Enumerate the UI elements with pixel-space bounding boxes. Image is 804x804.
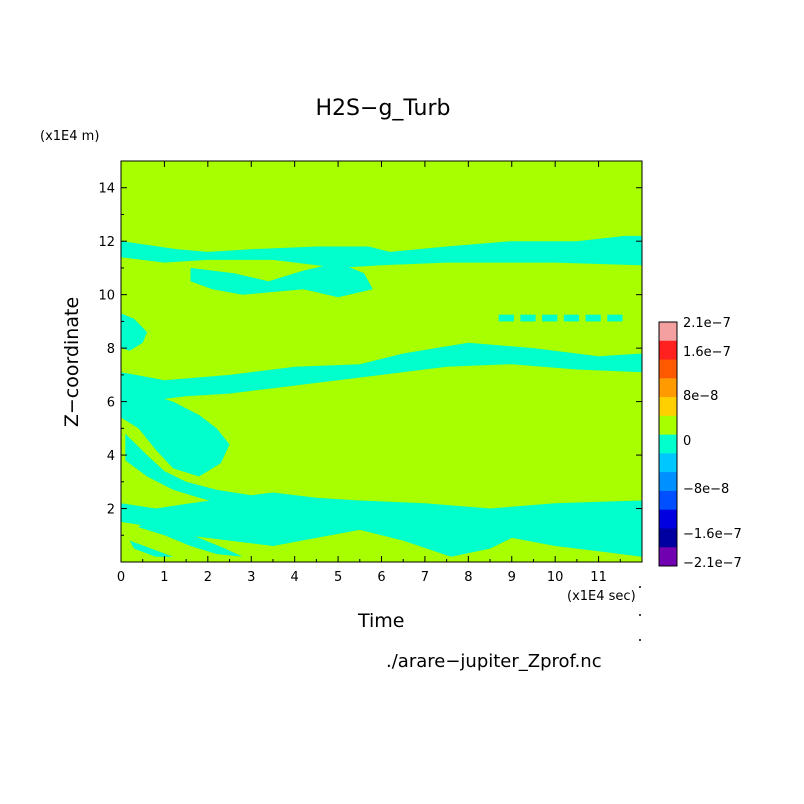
- x-tick-label: 9: [508, 570, 516, 585]
- colorbar-label: 2.1e−7: [683, 316, 731, 331]
- chart-title: H2S−g_Turb: [315, 96, 451, 121]
- dash-segment: [607, 314, 623, 322]
- y-tick-label: 2: [107, 503, 115, 518]
- colorbar-swatch: [659, 528, 677, 548]
- dash-segment: [520, 314, 536, 322]
- colorbar-label: −2.1e−7: [683, 556, 742, 571]
- dash-segment: [542, 314, 558, 322]
- x-tick-label: 7: [421, 570, 429, 585]
- band-mid-upper: [190, 262, 373, 298]
- colorbar-label: −1.6e−7: [683, 527, 742, 542]
- y-tick-label: 6: [107, 396, 115, 411]
- colorbar-label: 1.6e−7: [683, 345, 731, 360]
- dash-segment: [585, 314, 601, 322]
- y-axis-units: (x1E4 m): [40, 129, 100, 144]
- x-tick-label: 2: [204, 570, 212, 585]
- colorbar-swatch: [659, 434, 677, 454]
- x-tick-label: 5: [334, 570, 342, 585]
- colorbar: 2.1e−7 1.6e−7 8e−8 0 −8e−8 −1.6e−7 −2.1e−7: [658, 316, 742, 571]
- y-axis: 2 4 6 8 10 12 14: [98, 182, 642, 536]
- x-tick-label: 0: [117, 570, 125, 585]
- x-axis: 0 1 2 3 4 5 6 7 8 9 10 11: [117, 161, 621, 585]
- colorbar-label: 8e−8: [683, 389, 718, 404]
- x-axis-label: Time: [358, 610, 405, 632]
- band-lower: [121, 492, 642, 557]
- band-mid: [121, 342, 642, 402]
- x-tick-label: 8: [464, 570, 472, 585]
- colorbar-swatch: [659, 359, 677, 379]
- colorbar-swatch: [659, 340, 677, 361]
- colorbar-swatch: [659, 378, 677, 398]
- x-tick-label: 11: [590, 570, 607, 585]
- y-tick-label: 14: [98, 182, 115, 197]
- x-axis-units: (x1E4 sec): [567, 589, 636, 604]
- band-upper: [121, 235, 642, 268]
- colorbar-swatch: [659, 415, 677, 436]
- x-tick-label: 6: [377, 570, 385, 585]
- band-left-edge: [121, 313, 148, 351]
- dash-segment: [563, 314, 579, 322]
- dot-markers: [639, 586, 641, 641]
- x-tick-label: 10: [547, 570, 564, 585]
- dash-segment: [498, 314, 514, 322]
- colorbar-swatch: [659, 322, 677, 342]
- y-tick-label: 8: [107, 342, 115, 357]
- y-tick-label: 12: [98, 235, 115, 250]
- colorbar-swatch: [659, 509, 677, 529]
- source-file-label: ./arare−jupiter_Zprof.nc: [386, 651, 602, 672]
- band-striation-1: [121, 393, 230, 477]
- y-tick-label: 10: [98, 289, 115, 304]
- y-tick-label: 4: [107, 449, 115, 464]
- negative-bands: [121, 235, 642, 557]
- colorbar-label: −8e−8: [683, 482, 729, 497]
- colorbar-swatch: [659, 547, 677, 567]
- x-tick-label: 1: [160, 570, 168, 585]
- colorbar-label: 0: [683, 434, 691, 449]
- colorbar-swatch: [659, 472, 677, 492]
- colorbar-swatch: [659, 397, 677, 417]
- colorbar-swatch: [659, 490, 677, 511]
- band-streak-low: [129, 540, 174, 557]
- x-tick-label: 3: [247, 570, 255, 585]
- band-streak: [138, 519, 243, 557]
- x-tick-label: 4: [291, 570, 299, 585]
- colorbar-swatch: [659, 453, 677, 473]
- colorbar-frame: [658, 321, 678, 567]
